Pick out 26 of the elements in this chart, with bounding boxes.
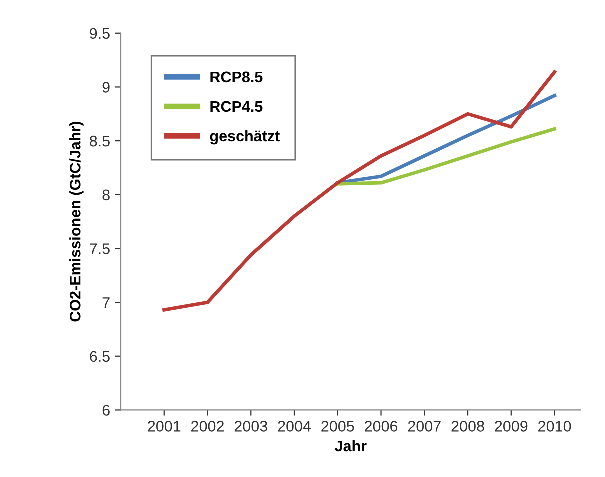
x-tick-label: 2001 [148,421,181,432]
x-axis-title: Jahr [334,440,367,452]
y-tick-label: 7.5 [90,244,110,254]
legend-label: geschätzt [210,130,280,145]
y-tick-label: 7 [102,298,110,308]
x-tick-label: 2008 [452,421,484,432]
y-tick-label: 8 [102,190,110,201]
x-tick-label: 2002 [192,421,224,432]
x-tick-label: 2007 [408,421,441,432]
x-tick-label: 2006 [365,421,398,432]
line-series [336,127,557,186]
legend-label: RCP8.5 [210,72,263,83]
y-tick-label: 6.5 [90,351,110,362]
line-series [336,94,557,185]
y-tick-label: 8.5 [90,136,110,147]
x-tick-label: 2005 [322,421,354,432]
x-tick-label: 2004 [278,421,312,432]
x-tick-label: 2010 [538,421,572,432]
x-tick-label: 2003 [234,421,268,432]
y-tick-label: 9.5 [90,28,110,40]
legend-label: RCP4.5 [210,101,263,112]
line-series [162,70,557,312]
y-tick-label: 9 [102,82,110,93]
y-axis-title: CO2-Emissionen (GtC/Jahr) [70,122,84,322]
x-tick-label: 2009 [495,421,528,432]
y-tick-label: 6 [102,405,110,416]
